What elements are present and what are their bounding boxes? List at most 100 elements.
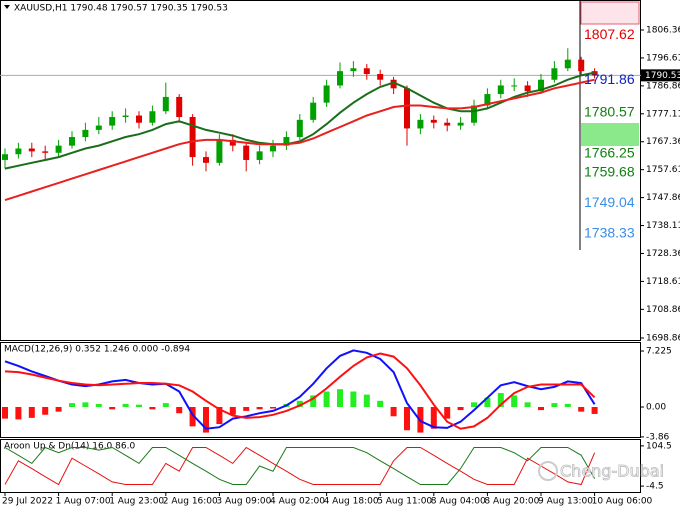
candle-body [149, 111, 156, 123]
x-tick-label: 3 Aug 09:00 [216, 497, 271, 507]
level-zone [581, 123, 639, 146]
histogram-bar [296, 400, 303, 408]
histogram-bar [310, 395, 317, 408]
histogram-bar [162, 403, 169, 408]
histogram-bar [176, 407, 183, 414]
title-marker [4, 5, 10, 9]
candle-body [471, 105, 477, 123]
candle-body [243, 145, 250, 160]
histogram-bar [404, 407, 410, 431]
candle-body [95, 125, 102, 130]
last-price-box [641, 69, 680, 82]
candle-body [350, 68, 357, 72]
y-tick-label: 1698.86 [646, 333, 680, 343]
histogram-bar [363, 394, 370, 408]
x-tick-label: 1 Aug 07:00 [56, 497, 111, 507]
histogram-bar [149, 407, 156, 410]
candle-body [337, 71, 343, 86]
x-tick-label: 8 Aug 20:00 [484, 497, 539, 507]
histogram-bar [270, 407, 276, 409]
x-tick-label: 29 Jul 2022 [2, 497, 53, 507]
candle-body [444, 122, 451, 126]
candle-body [578, 59, 585, 72]
candle-body [283, 137, 290, 146]
candle-body [363, 68, 370, 75]
candle-body [323, 85, 330, 103]
level-label: 1738.33 [584, 225, 635, 241]
candle-body [229, 139, 236, 146]
candle-body [524, 85, 531, 92]
x-tick-label: 4 Aug 02:00 [270, 497, 325, 507]
histogram-bar [564, 403, 571, 408]
main-panel-frame [0, 0, 641, 341]
candle-body [538, 79, 544, 92]
histogram-bar [497, 393, 504, 408]
indicator-line [4, 71, 595, 170]
x-tick-label: 5 Aug 11:00 [377, 497, 432, 507]
histogram-bar [444, 407, 451, 419]
y-tick-label: 1757.61 [646, 165, 680, 175]
candle-body [296, 119, 303, 138]
histogram-bar [2, 407, 8, 419]
histogram-bar [122, 403, 129, 408]
chart-title: XAUUSD,H1 1790.48 1790.57 1790.35 1790.5… [14, 4, 228, 14]
histogram-bar [136, 404, 142, 408]
x-tick-label: 2 Aug 16:00 [163, 497, 218, 507]
histogram-bar [28, 407, 35, 418]
candle-body [136, 115, 142, 123]
histogram-bar [256, 407, 263, 410]
indicator-line [4, 78, 595, 202]
x-tick-label: 10 Aug 06:00 [592, 497, 653, 507]
candle-body [270, 145, 276, 152]
histogram-bar [430, 407, 437, 429]
y-tick-label: 1728.36 [646, 249, 680, 259]
histogram-bar [578, 407, 585, 412]
candle-body [377, 74, 384, 80]
histogram-bar [350, 391, 357, 408]
level-label: 1791.86 [584, 71, 635, 87]
candle-body [457, 122, 464, 126]
candle-body [176, 96, 183, 117]
y-tick-label: 1767.36 [646, 137, 680, 147]
histogram-bar [55, 407, 62, 412]
histogram-bar [203, 407, 209, 433]
y-tick-label: 1747.86 [646, 193, 680, 203]
candle-body [511, 85, 518, 87]
histogram-bar [229, 407, 236, 415]
histogram-bar [457, 407, 464, 411]
y-tick-label: 1718.61 [646, 277, 680, 287]
histogram-bar [337, 389, 343, 408]
aroon-title: Aroon Up & Dn(14) 16.0 86.0 [4, 442, 135, 452]
watermark: Cheng-Dubai [560, 462, 664, 481]
candle-body [69, 137, 75, 146]
y-tick-label: 104.5 [646, 441, 672, 451]
candle-body [497, 85, 504, 95]
histogram-bar [216, 407, 223, 425]
candle-body [390, 79, 397, 89]
macd-panel-frame [0, 342, 641, 438]
histogram-bar [323, 391, 330, 408]
histogram-bar [551, 403, 558, 408]
histogram-bar [42, 407, 49, 415]
histogram-bar [538, 407, 544, 411]
candle-body [82, 129, 89, 138]
candle-body [122, 115, 129, 117]
candle-body [203, 157, 209, 163]
histogram-bar [189, 407, 196, 427]
y-tick-label: 1777.11 [646, 109, 680, 119]
y-tick-label: 0.00 [646, 403, 666, 413]
histogram-bar [591, 407, 598, 414]
indicator-line [4, 352, 596, 430]
x-tick-label: 9 Aug 13:00 [538, 497, 593, 507]
candle-body [216, 139, 223, 163]
candle-body [15, 148, 22, 155]
candle-body [310, 102, 317, 120]
histogram-bar [243, 407, 250, 411]
y-tick-label: 1708.86 [646, 305, 680, 315]
candle-body [430, 119, 437, 123]
x-tick-label: 8 Aug 04:00 [431, 497, 486, 507]
indicator-line [4, 349, 596, 430]
y-tick-label: 1806.36 [646, 25, 680, 35]
y-tick-label: -3.86 [646, 432, 670, 442]
